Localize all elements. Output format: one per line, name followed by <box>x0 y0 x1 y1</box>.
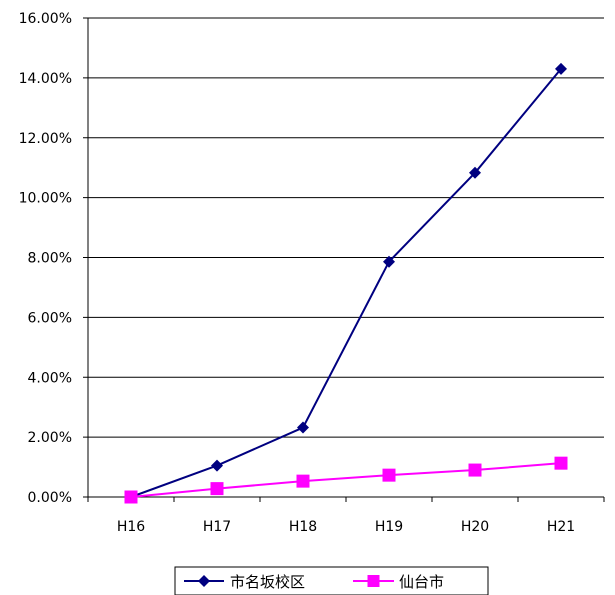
data-point <box>554 456 568 470</box>
data-point <box>555 62 567 75</box>
y-tick-label: 2.00% <box>28 430 72 446</box>
y-tick-label: 10.00% <box>19 191 72 207</box>
x-tick-label: H18 <box>289 519 317 535</box>
legend-swatch-marker <box>367 575 380 587</box>
data-point <box>383 255 395 268</box>
data-point <box>211 459 223 472</box>
y-tick-label: 16.00% <box>19 11 72 27</box>
gridlines <box>88 17 604 438</box>
y-tick-label: 14.00% <box>19 71 72 87</box>
series-layer <box>124 62 568 504</box>
data-point <box>382 468 396 482</box>
legend-swatch-marker <box>198 575 210 587</box>
x-axis-ticks: H16 H17 H18 H19 H20 H21 <box>87 497 605 535</box>
y-axis-ticks: 0.00% 2.00% 4.00% 6.00% 8.00% 10.00% 12.00% 14.… <box>19 11 88 506</box>
y-tick-label: 12.00% <box>19 131 72 147</box>
y-tick-label: 8.00% <box>28 251 72 267</box>
data-point <box>210 482 224 496</box>
x-tick-label: H17 <box>203 519 231 535</box>
x-tick-label: H20 <box>461 519 489 535</box>
data-point <box>297 421 309 434</box>
x-tick-label: H21 <box>547 519 575 535</box>
x-tick-label: H16 <box>117 519 145 535</box>
legend-label: 仙台市 <box>399 573 444 591</box>
data-point <box>468 463 482 477</box>
y-tick-label: 4.00% <box>28 370 72 386</box>
x-tick-label: H19 <box>375 519 403 535</box>
legend-label: 市名坂校区 <box>230 573 305 591</box>
data-point <box>124 490 138 504</box>
y-tick-label: 0.00% <box>28 490 72 506</box>
series-line <box>130 462 562 498</box>
data-point <box>469 166 481 179</box>
legend: 市名坂校区 仙台市 <box>174 566 489 595</box>
data-point <box>296 474 310 488</box>
legend-box <box>174 566 489 595</box>
series-line <box>130 68 562 498</box>
y-tick-label: 6.00% <box>28 310 72 326</box>
